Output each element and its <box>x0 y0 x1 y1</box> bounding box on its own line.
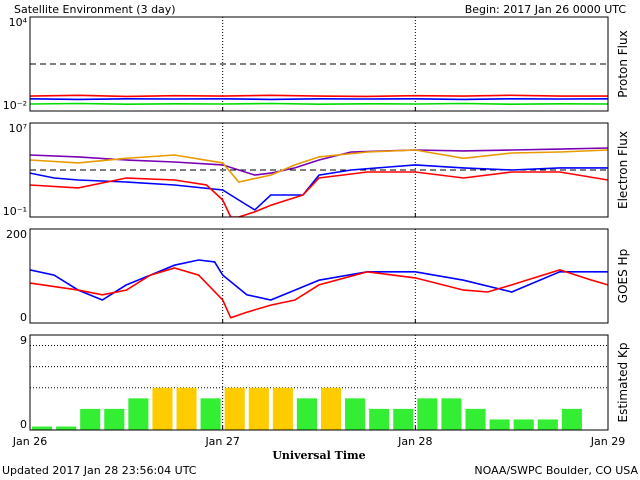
y-axis-label: Estimated Kp <box>616 343 630 423</box>
panel-frame <box>29 334 609 431</box>
kp-bar <box>128 398 149 430</box>
kp-bar <box>441 398 462 430</box>
panel-frame <box>29 16 609 112</box>
kp-bar <box>465 408 486 430</box>
series-line <box>30 149 608 183</box>
plot-area <box>32 387 582 430</box>
kp-bar <box>393 408 414 430</box>
y-axis-label: GOES Hp <box>616 249 630 303</box>
begin-time: Begin: 2017 Jan 26 0000 UTC <box>465 3 627 16</box>
kp-bar <box>224 387 245 430</box>
credit: NOAA/SWPC Boulder, CO USA <box>474 464 638 477</box>
x-tick-label: Jan 27 <box>204 435 239 448</box>
y-tick-label: 10⁴ <box>9 16 28 29</box>
plot-area <box>30 94 608 106</box>
chart-title: Satellite Environment (3 day) <box>14 3 176 16</box>
kp-bar <box>513 419 534 430</box>
y-tick-label: 0 <box>20 418 27 431</box>
kp-bar <box>200 398 221 430</box>
kp-bar <box>56 426 77 430</box>
kp-bar <box>345 398 366 430</box>
series-line <box>30 94 608 98</box>
kp-bar <box>369 408 390 430</box>
updated-time: Updated 2017 Jan 28 23:56:04 UTC <box>2 464 197 477</box>
kp-bar <box>80 408 101 430</box>
kp-bar <box>176 387 197 430</box>
kp-bar <box>561 408 582 430</box>
panel-frame <box>29 228 609 324</box>
panel-frame <box>29 122 609 218</box>
y-axis-label: Electron Flux <box>616 131 630 209</box>
kp-bar <box>152 387 173 430</box>
kp-bar <box>272 387 293 430</box>
kp-bar <box>104 408 125 430</box>
series-line <box>30 259 608 301</box>
y-tick-label: 10⁻² <box>3 99 27 112</box>
series-line <box>30 97 608 101</box>
kp-bar <box>321 387 342 430</box>
y-tick-label: 9 <box>20 334 27 347</box>
y-tick-label: 200 <box>6 228 27 241</box>
plot-area <box>30 147 608 217</box>
y-tick-label: 10⁷ <box>9 122 27 135</box>
series-line <box>30 147 608 176</box>
kp-bar <box>537 419 558 430</box>
x-tick-label: Jan 28 <box>397 435 432 448</box>
y-tick-label: 0 <box>20 311 27 324</box>
series-line <box>30 102 608 106</box>
x-axis-label: Universal Time <box>272 449 365 462</box>
kp-bar <box>417 398 438 430</box>
kp-bar <box>296 398 317 430</box>
y-axis-label: Proton Flux <box>616 30 630 97</box>
kp-bar <box>489 419 510 430</box>
series-line <box>30 171 608 217</box>
kp-bar <box>32 426 53 430</box>
series-line <box>30 267 608 319</box>
x-tick-label: Jan 26 <box>12 435 47 448</box>
x-tick-label: Jan 29 <box>590 435 625 448</box>
plot-area <box>30 259 608 319</box>
y-tick-label: 10⁻¹ <box>3 205 27 218</box>
kp-bar <box>248 387 269 430</box>
